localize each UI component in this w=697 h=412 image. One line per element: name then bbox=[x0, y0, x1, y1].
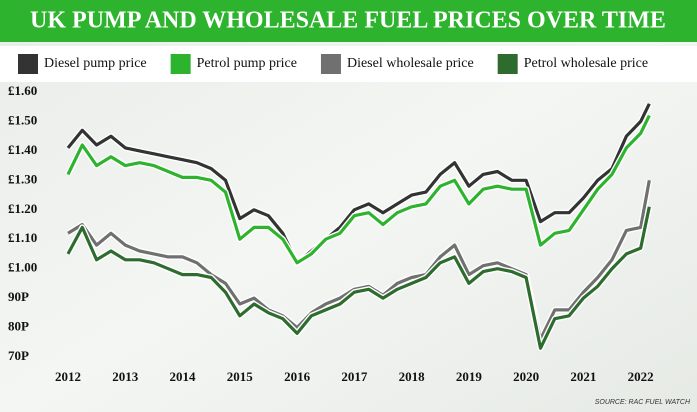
y-tick-label: £1.00 bbox=[8, 260, 37, 275]
x-tick-label: 2019 bbox=[456, 369, 483, 384]
x-tick-label: 2017 bbox=[341, 369, 368, 384]
y-tick-label: £1.20 bbox=[8, 201, 37, 216]
y-tick-label: £1.60 bbox=[8, 83, 37, 98]
x-tick-label: 2014 bbox=[170, 369, 197, 384]
source: SOURCE: RAC FUEL WATCH bbox=[595, 399, 691, 406]
legend-band bbox=[0, 46, 697, 82]
legend-label: Petrol wholesale price bbox=[524, 56, 648, 71]
x-tick-label: 2015 bbox=[227, 369, 254, 384]
x-tick-label: 2022 bbox=[628, 369, 654, 384]
series-line bbox=[66, 206, 651, 350]
x-tick-label: 2012 bbox=[55, 369, 81, 384]
legend-swatch bbox=[320, 54, 341, 74]
y-tick-label: £1.40 bbox=[8, 142, 37, 157]
legend-label: Petrol pump price bbox=[197, 56, 297, 71]
legend-label: Diesel wholesale price bbox=[347, 56, 474, 71]
series-line bbox=[66, 103, 651, 265]
x-tick-label: 2013 bbox=[112, 369, 139, 384]
chart-title: UK PUMP AND WHOLESALE FUEL PRICES OVER T… bbox=[30, 8, 666, 34]
x-tick-label: 2018 bbox=[399, 369, 426, 384]
title-band bbox=[0, 0, 697, 42]
x-tick-label: 2016 bbox=[284, 369, 311, 384]
y-tick-label: £1.30 bbox=[8, 171, 37, 186]
x-tick-label: 2021 bbox=[570, 369, 596, 384]
y-tick-label: £1.50 bbox=[8, 112, 37, 127]
legend-label: Diesel pump price bbox=[44, 56, 147, 71]
x-tick-label: 2020 bbox=[513, 369, 539, 384]
legend-swatch bbox=[170, 54, 191, 74]
legend-swatch bbox=[497, 54, 518, 74]
y-tick-label: 90P bbox=[8, 289, 29, 304]
legend-swatch bbox=[18, 54, 38, 74]
y-tick-label: 70P bbox=[8, 348, 29, 363]
series-line bbox=[66, 114, 651, 265]
y-tick-label: £1.10 bbox=[8, 230, 37, 245]
y-tick-label: 80P bbox=[8, 319, 29, 334]
